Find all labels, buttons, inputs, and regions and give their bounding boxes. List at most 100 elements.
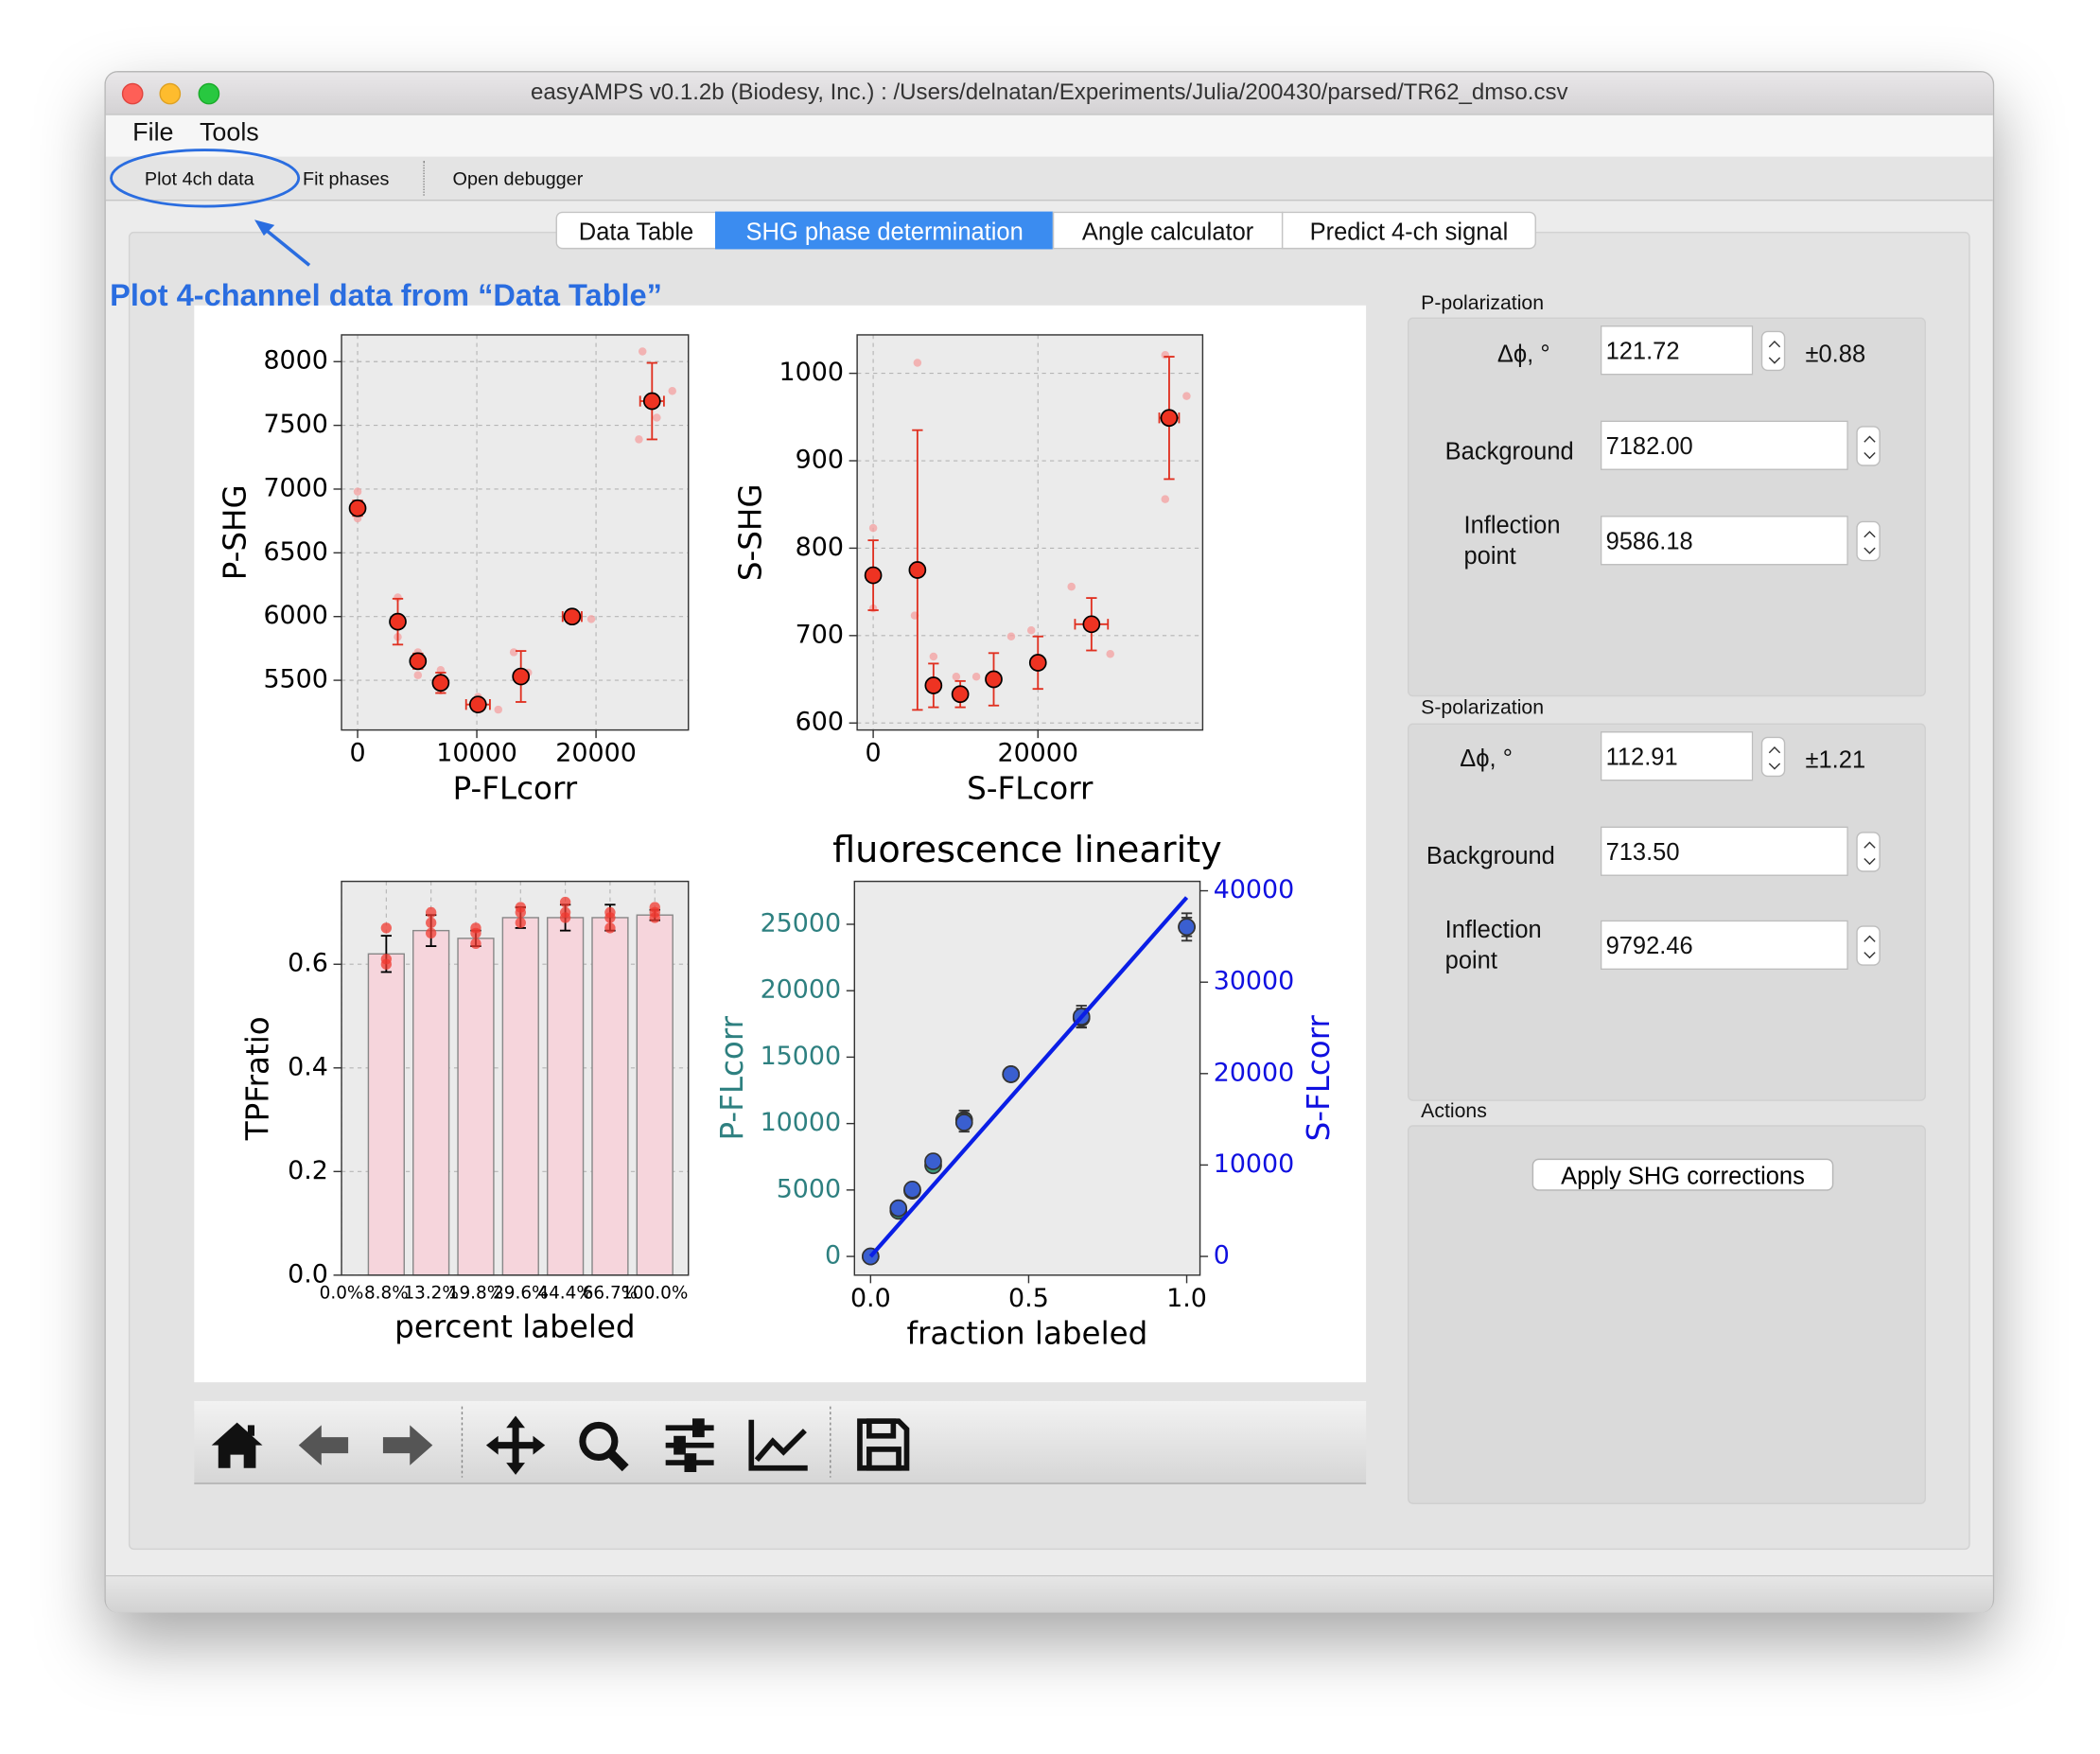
data-point	[380, 922, 393, 934]
field-label: Background	[1444, 437, 1574, 465]
y-tick-label: 0.0	[288, 1259, 328, 1289]
y-axis-label: TPFratio	[240, 1016, 276, 1141]
y-tick-label: 0.6	[288, 949, 328, 978]
tab[interactable]: Predict 4-ch signal	[1281, 211, 1536, 250]
annotation: Plot 4-channel data from “Data Table”	[110, 277, 662, 312]
y-tick-label: 700	[796, 620, 844, 649]
spinner[interactable]	[1760, 330, 1786, 372]
axes-frame	[856, 334, 1204, 731]
data-point	[1006, 632, 1016, 640]
y-tick-label: 900	[796, 446, 844, 475]
data-point	[929, 652, 938, 661]
toolbar-button[interactable]: Open debugger	[452, 167, 584, 189]
y-tick-label: 10000	[761, 1108, 842, 1137]
x-tick-label: 0	[349, 739, 365, 768]
chart-title: fluorescence linearity	[832, 830, 1222, 871]
y-tick-label: 800	[796, 533, 844, 562]
apply-button[interactable]: Apply SHG corrections	[1531, 1158, 1834, 1191]
data-point	[515, 902, 526, 913]
y-tick-label: 8000	[263, 346, 327, 376]
minimize-button[interactable]	[159, 82, 182, 105]
zoom-icon[interactable]	[579, 1421, 629, 1472]
number-input[interactable]: 7182.00	[1600, 420, 1848, 470]
y-tick-label: 7000	[263, 473, 327, 502]
data-point	[889, 1199, 908, 1218]
data-point	[604, 906, 616, 919]
number-input[interactable]: 112.91	[1600, 731, 1754, 781]
bar	[591, 917, 629, 1276]
x-tick-label: 100.0%	[621, 1284, 688, 1304]
zoom-button[interactable]	[198, 82, 220, 105]
subplot: 5500 6000 6500 7000 7500 8000 0 10000 20000P-FLc…	[218, 334, 690, 806]
group-box	[1408, 723, 1926, 1101]
back-icon[interactable]	[298, 1425, 349, 1465]
number-input[interactable]: 9792.46	[1600, 920, 1848, 971]
x-axis-label: fraction labeled	[907, 1316, 1148, 1352]
home-icon[interactable]	[211, 1422, 263, 1468]
tab[interactable]: Angle calculator	[1052, 211, 1284, 250]
data-point	[924, 1152, 942, 1170]
data-point	[924, 676, 943, 694]
highlight-ellipse	[110, 149, 301, 208]
y-tick-label: 600	[796, 708, 844, 737]
y2-tick-label: 40000	[1214, 875, 1295, 904]
data-point	[908, 561, 927, 579]
fit-line	[868, 896, 1189, 1258]
spinner[interactable]	[1856, 520, 1881, 562]
bar	[501, 917, 539, 1276]
x-tick-label: 0.0%	[320, 1284, 364, 1304]
x-tick-label: 44.4%	[537, 1284, 592, 1304]
toolbar	[105, 156, 1993, 202]
axes-frame	[853, 880, 1201, 1276]
y-tick-label: 15000	[761, 1042, 842, 1071]
axes-frame	[341, 880, 690, 1276]
group-title: Actions	[1421, 1099, 1487, 1123]
close-button[interactable]	[121, 82, 144, 105]
x-tick-label: 20000	[997, 739, 1078, 768]
y-tick-label: 20000	[761, 975, 842, 1005]
save-icon[interactable]	[857, 1418, 910, 1471]
number-input[interactable]: 713.50	[1600, 826, 1848, 876]
data-point	[586, 615, 596, 623]
error-text: ±0.88	[1805, 340, 1866, 367]
menu-bar	[105, 114, 1993, 157]
data-point	[515, 917, 526, 929]
tab[interactable]: Data Table	[555, 211, 717, 250]
y-tick-label: 0	[825, 1241, 841, 1271]
spinner[interactable]	[1856, 925, 1881, 966]
y-tick-label: 6000	[263, 601, 327, 630]
data-point	[604, 922, 616, 934]
tab-selected[interactable]: SHG phase determination	[715, 211, 1055, 250]
bar	[367, 953, 405, 1276]
spinner[interactable]	[1856, 832, 1881, 872]
y-axis-label: S-SHG	[733, 483, 769, 581]
data-point	[985, 670, 1003, 689]
configure-icon[interactable]	[665, 1418, 714, 1472]
annotation-marks	[110, 149, 311, 267]
data-point	[494, 705, 502, 714]
bar	[636, 914, 674, 1276]
data-point	[954, 1114, 973, 1131]
number-input[interactable]: 121.72	[1600, 325, 1754, 376]
axes-frame	[341, 334, 690, 731]
data-point	[512, 667, 531, 686]
data-point	[868, 523, 878, 533]
menu-item[interactable]: Tools	[199, 119, 259, 148]
axes-icon[interactable]	[748, 1419, 808, 1471]
pan-icon[interactable]	[485, 1415, 546, 1475]
toolbar-button[interactable]: Plot 4ch data	[144, 167, 254, 189]
field-label: Inflection point	[1444, 916, 1542, 974]
forward-icon[interactable]	[382, 1425, 433, 1465]
spinner[interactable]	[1856, 426, 1881, 466]
number-input[interactable]: 9586.18	[1600, 516, 1848, 566]
x-tick-label: 8.8%	[364, 1284, 409, 1304]
menu-item[interactable]: File	[132, 119, 174, 148]
data-point	[1160, 409, 1179, 428]
spinner[interactable]	[1760, 736, 1786, 778]
data-point	[413, 671, 423, 679]
toolbar-button[interactable]: Fit phases	[302, 167, 390, 189]
data-point	[951, 685, 970, 704]
data-point	[409, 652, 428, 671]
y-tick-label: 6500	[263, 537, 327, 567]
data-point	[1067, 582, 1076, 591]
